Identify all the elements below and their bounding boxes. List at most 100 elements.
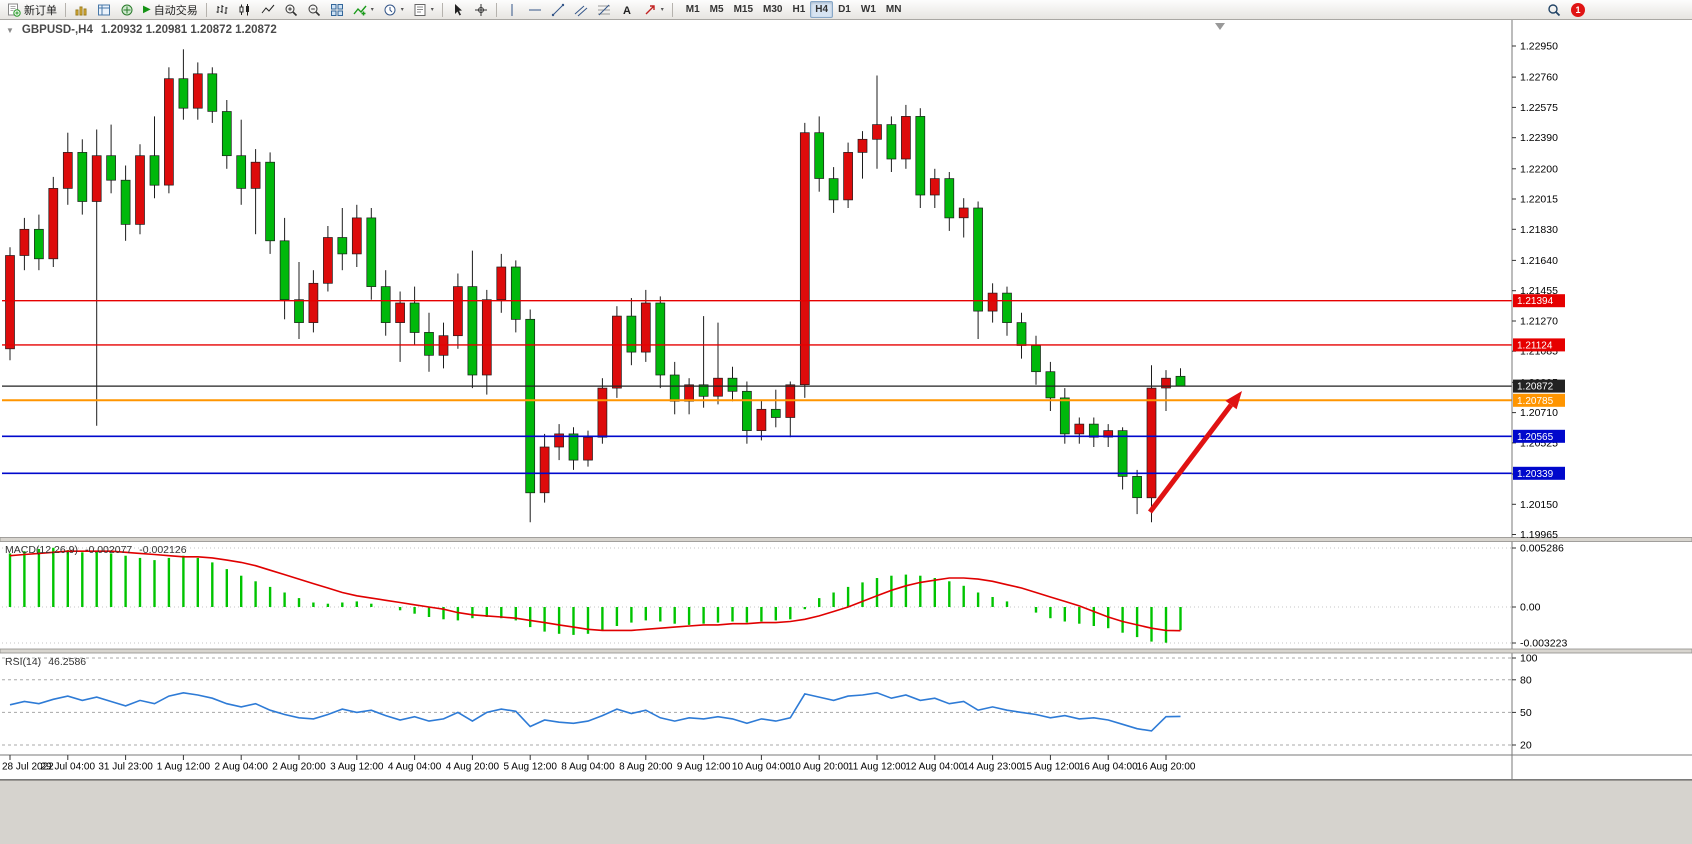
search-icon [1548, 3, 1561, 16]
bull-candle [583, 436, 593, 461]
text-button[interactable]: A [616, 1, 638, 19]
trend-arrow-object[interactable] [1148, 391, 1242, 514]
channel-button[interactable] [570, 1, 592, 19]
trend-arrow-head[interactable] [1225, 391, 1242, 410]
templates-button[interactable]: ▾ [409, 1, 438, 19]
date-axis-label: 5 Aug 12:00 [504, 762, 558, 773]
trendline-icon [551, 3, 564, 16]
line-chart-button[interactable] [257, 1, 279, 19]
date-axis-label: 2 Aug 04:00 [215, 762, 269, 773]
bull-candle [323, 237, 333, 284]
price-axis-label: 1.22760 [1520, 72, 1558, 84]
price-axis-label: 1.20710 [1520, 407, 1558, 419]
bull-candle [453, 286, 463, 337]
bear-candle [77, 152, 88, 202]
bear-candle [207, 73, 218, 112]
bear-candle [221, 111, 232, 157]
bear-candle [727, 377, 738, 392]
bear-candle [424, 332, 434, 356]
price-tag-label: 1.20785 [1517, 396, 1554, 407]
bear-candle [626, 315, 637, 353]
bear-candle [366, 217, 377, 287]
chevron-down-icon: ▾ [660, 7, 664, 13]
bar-chart-button[interactable] [211, 1, 233, 19]
zoom-out-button[interactable] [303, 1, 325, 19]
one-click-trading-toggle[interactable]: ▼ [6, 25, 14, 35]
search-button[interactable] [1543, 1, 1565, 19]
trend-arrow-shaft[interactable] [1148, 403, 1233, 514]
timeframe-h1-button[interactable]: H1 [792, 4, 806, 15]
rsi-axis-label: 50 [1520, 707, 1532, 719]
zoom-in-button[interactable] [280, 1, 302, 19]
new-order-button[interactable]: 新订单 [3, 1, 61, 19]
new-order-icon [8, 3, 21, 17]
rsi-grid [2, 657, 1512, 746]
zoom-in-icon [285, 4, 297, 16]
bear-candle [1117, 430, 1128, 477]
bear-candle [1175, 375, 1186, 387]
chart-shift-marker[interactable] [1215, 23, 1225, 30]
timeframe-mn-button[interactable]: MN [885, 4, 902, 15]
arrow-icon [645, 4, 655, 14]
timeframe-m30-button[interactable]: M30 [763, 4, 783, 15]
bull-candle [19, 228, 30, 256]
market-watch-button[interactable] [70, 1, 92, 19]
bull-candle [62, 152, 73, 189]
indicators-button[interactable]: ▾ [349, 1, 378, 19]
bull-candle [5, 255, 15, 350]
macd-signal-line [9, 550, 1181, 632]
bear-candle [1132, 476, 1142, 499]
bear-candle [1088, 423, 1099, 438]
candlestick-chart-button[interactable] [234, 1, 256, 19]
timeframe-m5-button[interactable]: M5 [709, 4, 724, 15]
tile-windows-button[interactable] [326, 1, 348, 19]
date-axis-label: 29 Jul 04:00 [41, 762, 96, 773]
arrow-tools-button[interactable]: ▾ [639, 1, 668, 19]
panel-splitter[interactable] [0, 648, 1692, 654]
panel-splitter[interactable] [0, 537, 1692, 542]
date-axis-label: 31 Jul 23:00 [98, 762, 153, 773]
bear-candle [1002, 292, 1012, 323]
vertical-line-icon [511, 3, 513, 16]
date-axis-label: 16 Aug 04:00 [1079, 762, 1138, 773]
bull-candle [640, 302, 651, 353]
bear-candle [337, 237, 348, 255]
horizontal-line-button[interactable] [524, 1, 546, 19]
fibonacci-icon [597, 4, 610, 15]
price-axis: 1.22950 1.22760 1.22575 1.22390 1.22200 1.220… [1512, 41, 1558, 541]
navigator-button[interactable] [116, 1, 138, 19]
bear-candle [886, 124, 897, 160]
autotrading-button[interactable]: ▶ 自动交易 [139, 1, 202, 19]
bear-candle [1016, 322, 1027, 346]
chart-canvas[interactable]: 1.22950 1.22760 1.22575 1.22390 1.22200 1.220… [0, 20, 1692, 780]
bear-candle [120, 179, 131, 225]
timeframe-toolbar: M1 M5 M15 M30 H1 H4 D1 W1 MN [681, 1, 907, 18]
macd-axis-label: 0.005286 [1520, 543, 1564, 555]
cursor-button[interactable] [447, 1, 469, 19]
timeframe-w1-button[interactable]: W1 [860, 4, 876, 15]
rsi-axis-label: 20 [1520, 740, 1532, 752]
timeframe-m15-button[interactable]: M15 [733, 4, 754, 15]
price-axis-label: 1.21640 [1520, 255, 1558, 267]
bull-candle [987, 292, 998, 312]
price-tag-label: 1.21394 [1517, 296, 1554, 307]
bull-candle [1103, 430, 1114, 438]
data-window-button[interactable] [93, 1, 115, 19]
price-tag-label: 1.20872 [1517, 382, 1554, 393]
bull-candle [612, 315, 622, 389]
timeframe-d1-button[interactable]: D1 [838, 4, 851, 15]
vertical-line-button[interactable] [501, 1, 523, 19]
trendline-button[interactable] [547, 1, 569, 19]
price-tag [1513, 429, 1565, 443]
fibonacci-button[interactable] [593, 1, 615, 19]
crosshair-button[interactable] [470, 1, 492, 19]
bear-candle [828, 178, 839, 201]
timeframe-m1-button[interactable]: M1 [685, 4, 700, 15]
periods-button[interactable]: ▾ [379, 1, 408, 19]
toolbar-separator [441, 2, 443, 17]
price-tag [1513, 379, 1565, 393]
timeframe-h4-button[interactable]: H4 [810, 1, 834, 18]
price-axis-label: 1.20150 [1520, 499, 1558, 511]
price-tag-label: 1.20565 [1517, 432, 1554, 443]
notification-badge[interactable]: 1 [1571, 2, 1585, 17]
